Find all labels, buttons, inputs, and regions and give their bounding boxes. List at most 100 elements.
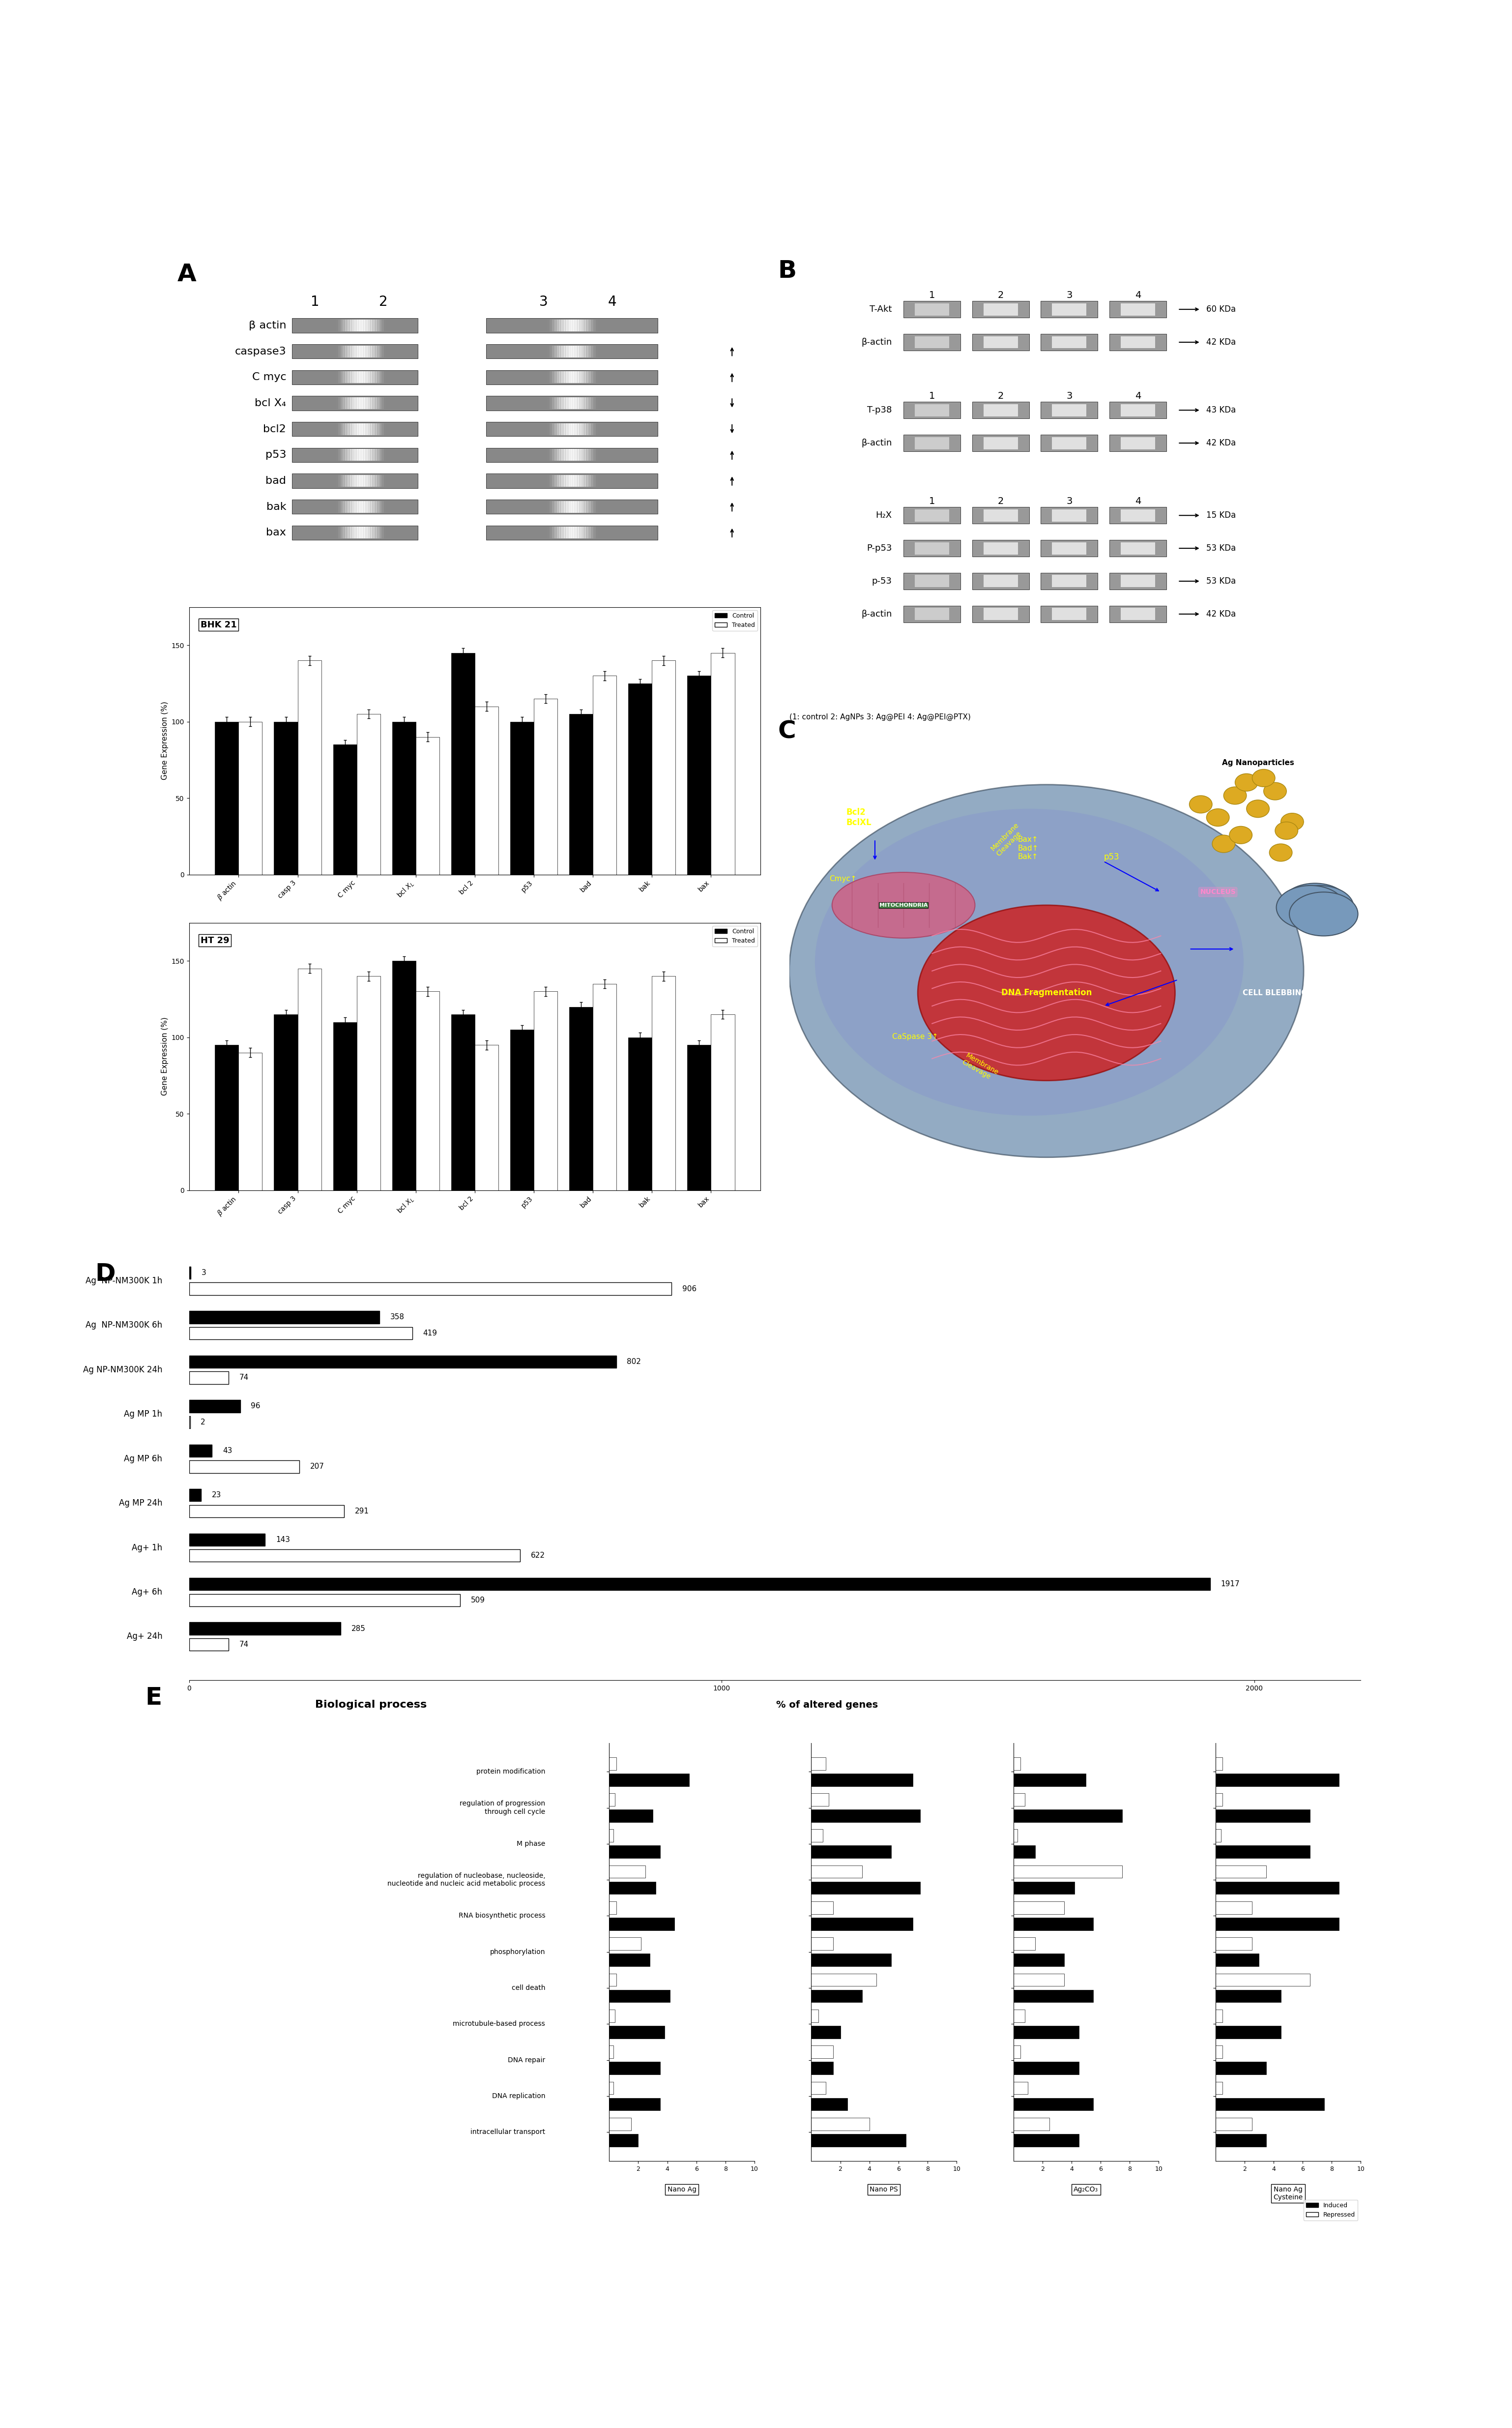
Bar (559, 371, 565, 384)
Bar (386, 527, 392, 539)
Bar (593, 476, 597, 486)
Bar (361, 476, 367, 486)
Bar (569, 371, 575, 384)
Bar (352, 449, 358, 461)
Bar (331, 398, 337, 408)
Bar (576, 527, 581, 539)
Bar (581, 449, 587, 461)
Text: β-actin: β-actin (862, 337, 892, 347)
Bar (609, 2047, 614, 2059)
Bar (1216, 1794, 1223, 1806)
Bar (376, 476, 381, 486)
Text: 15 KDa: 15 KDa (1207, 510, 1237, 520)
Bar (602, 476, 608, 486)
Bar (555, 398, 559, 408)
Bar (559, 320, 565, 330)
Bar (590, 320, 596, 330)
Bar (549, 320, 555, 330)
Bar (540, 371, 546, 384)
Bar (357, 449, 363, 461)
Bar (594, 371, 600, 384)
Bar (565, 527, 572, 539)
Bar (552, 422, 558, 435)
Bar (364, 320, 370, 330)
Bar (333, 500, 339, 512)
Bar (599, 449, 605, 461)
Bar (915, 335, 950, 347)
Bar (366, 398, 372, 408)
Bar (364, 476, 370, 486)
Text: bcl2: bcl2 (263, 425, 286, 435)
Bar (328, 422, 334, 435)
Bar (349, 371, 355, 384)
Bar (357, 476, 363, 486)
Bar (904, 605, 960, 622)
Bar (383, 398, 389, 408)
Bar (915, 510, 950, 522)
Bar (348, 345, 354, 357)
Bar (348, 500, 354, 512)
Bar (215, 1044, 239, 1190)
Bar (292, 345, 417, 359)
Text: 509: 509 (470, 1598, 485, 1605)
Bar (543, 320, 549, 330)
Bar (572, 422, 576, 435)
Bar (556, 320, 562, 330)
Bar (331, 345, 337, 357)
Bar (1052, 437, 1087, 449)
Text: 802: 802 (627, 1357, 641, 1365)
Bar (549, 476, 555, 486)
Text: Cmyc↑: Cmyc↑ (829, 874, 857, 881)
Bar (549, 371, 555, 384)
Text: Ag+ 24h: Ag+ 24h (127, 1632, 162, 1641)
Bar (561, 345, 567, 357)
Bar (1013, 1955, 1064, 1967)
Bar (1040, 301, 1098, 318)
Bar (565, 320, 572, 330)
Bar (352, 500, 358, 512)
Bar (904, 301, 960, 318)
Bar (565, 500, 572, 512)
Bar (904, 539, 960, 556)
Bar (343, 449, 349, 461)
Text: 74: 74 (239, 1374, 248, 1382)
Bar (348, 398, 354, 408)
Bar (355, 371, 360, 384)
Circle shape (1270, 845, 1293, 862)
Text: β-actin: β-actin (862, 439, 892, 447)
Bar (487, 473, 658, 488)
Bar (594, 345, 600, 357)
Bar (609, 1772, 689, 1787)
Bar (573, 527, 579, 539)
Y-axis label: Gene Expression (%): Gene Expression (%) (162, 1017, 168, 1095)
Bar (569, 476, 575, 486)
Text: 3: 3 (540, 294, 547, 308)
Bar (540, 422, 546, 435)
Text: DNA repair: DNA repair (508, 2057, 546, 2064)
Bar (812, 1794, 829, 1806)
Bar (390, 527, 396, 539)
Circle shape (1246, 799, 1270, 818)
Bar (292, 473, 417, 488)
Bar (594, 476, 600, 486)
Bar (373, 476, 380, 486)
Bar (343, 345, 349, 357)
Bar (578, 500, 584, 512)
Bar (559, 422, 565, 435)
Text: 906: 906 (682, 1284, 697, 1292)
Text: B: B (777, 260, 797, 282)
Text: protein modification: protein modification (476, 1768, 546, 1775)
Bar (585, 476, 591, 486)
Bar (561, 422, 567, 435)
Bar (594, 422, 600, 435)
Text: M phase: M phase (517, 1840, 546, 1848)
Bar (652, 976, 676, 1190)
Bar (369, 500, 375, 512)
Text: microtubule-based process: microtubule-based process (454, 2020, 546, 2027)
Bar (552, 345, 558, 357)
Bar (559, 398, 565, 408)
Bar (369, 320, 375, 330)
Bar (327, 449, 333, 461)
Bar (361, 422, 367, 435)
Text: C: C (777, 719, 795, 743)
